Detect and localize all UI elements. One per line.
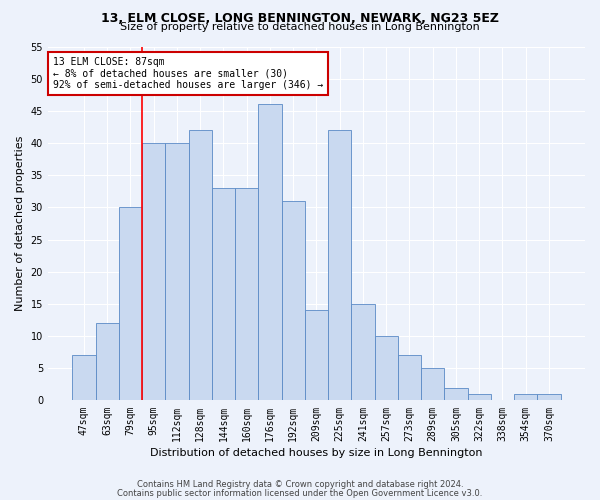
Bar: [328, 130, 352, 400]
Bar: [374, 336, 398, 400]
Bar: [538, 394, 560, 400]
Bar: [398, 356, 421, 401]
Bar: [212, 188, 235, 400]
Bar: [166, 143, 188, 401]
Bar: [235, 188, 259, 400]
X-axis label: Distribution of detached houses by size in Long Bennington: Distribution of detached houses by size …: [150, 448, 483, 458]
Bar: [305, 310, 328, 400]
Bar: [142, 143, 166, 401]
Bar: [259, 104, 281, 401]
Text: Contains HM Land Registry data © Crown copyright and database right 2024.: Contains HM Land Registry data © Crown c…: [137, 480, 463, 489]
Bar: [281, 201, 305, 400]
Bar: [445, 388, 467, 400]
Bar: [352, 304, 374, 400]
Bar: [421, 368, 445, 400]
Text: Size of property relative to detached houses in Long Bennington: Size of property relative to detached ho…: [120, 22, 480, 32]
Bar: [95, 323, 119, 400]
Bar: [73, 356, 95, 401]
Text: Contains public sector information licensed under the Open Government Licence v3: Contains public sector information licen…: [118, 489, 482, 498]
Text: 13 ELM CLOSE: 87sqm
← 8% of detached houses are smaller (30)
92% of semi-detache: 13 ELM CLOSE: 87sqm ← 8% of detached hou…: [53, 57, 323, 90]
Y-axis label: Number of detached properties: Number of detached properties: [15, 136, 25, 311]
Bar: [119, 208, 142, 400]
Bar: [514, 394, 538, 400]
Text: 13, ELM CLOSE, LONG BENNINGTON, NEWARK, NG23 5EZ: 13, ELM CLOSE, LONG BENNINGTON, NEWARK, …: [101, 12, 499, 26]
Bar: [188, 130, 212, 400]
Bar: [467, 394, 491, 400]
